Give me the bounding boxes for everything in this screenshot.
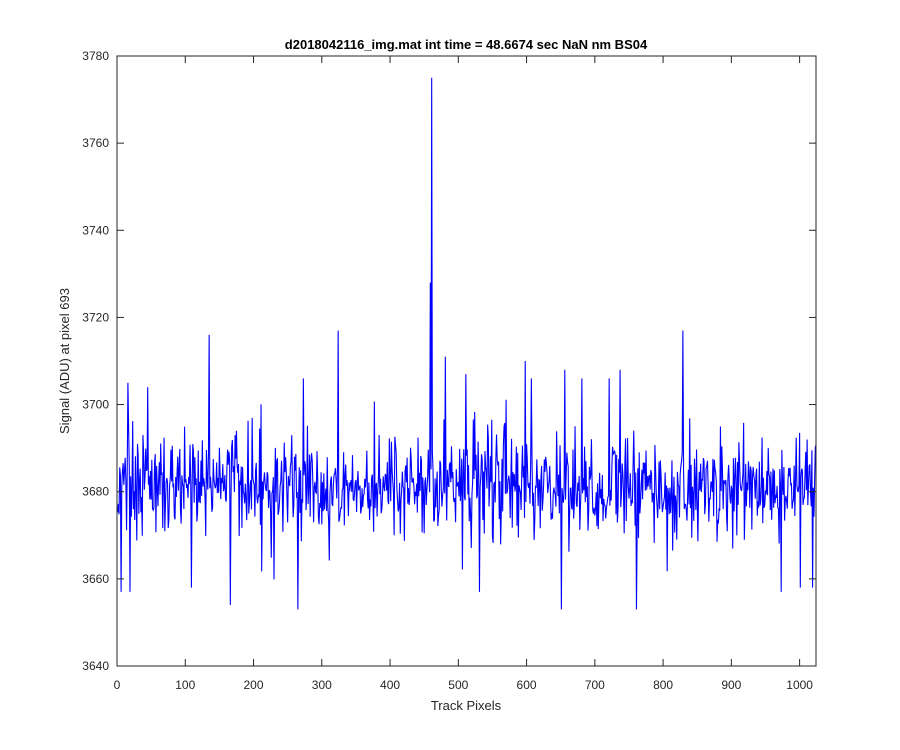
tick-layer: 0 100 200 300 400 500 600 700 800 900 1000 3640 3660… [82, 49, 816, 692]
series-layer [117, 77, 817, 610]
y-tick-label: 3700 [82, 398, 109, 412]
x-tick-label: 500 [448, 678, 468, 692]
x-tick-label: 1000 [786, 678, 813, 692]
y-tick-label: 3720 [82, 310, 109, 324]
x-tick-label: 300 [312, 678, 332, 692]
x-tick-label: 600 [517, 678, 537, 692]
y-tick-label: 3680 [82, 485, 109, 499]
y-axis-label: Signal (ADU) at pixel 693 [57, 288, 72, 434]
plot-frame [116, 55, 817, 667]
y-tick-label: 3640 [82, 659, 109, 673]
x-axis-label: Track Pixels [431, 698, 502, 713]
y-tick-label: 3740 [82, 223, 109, 237]
plot-area [117, 56, 816, 666]
y-tick-label: 3760 [82, 136, 109, 150]
y-tick-label: 3660 [82, 572, 109, 586]
y-tick-label: 3780 [82, 49, 109, 63]
x-tick-label: 100 [175, 678, 195, 692]
x-tick-label: 400 [380, 678, 400, 692]
signal-series-line [117, 77, 817, 610]
x-tick-label: 900 [721, 678, 741, 692]
x-tick-label: 0 [114, 678, 121, 692]
chart-title: d2018042116_img.mat int time = 48.6674 s… [285, 37, 648, 52]
x-tick-label: 200 [244, 678, 264, 692]
x-tick-label: 800 [653, 678, 673, 692]
x-tick-label: 700 [585, 678, 605, 692]
